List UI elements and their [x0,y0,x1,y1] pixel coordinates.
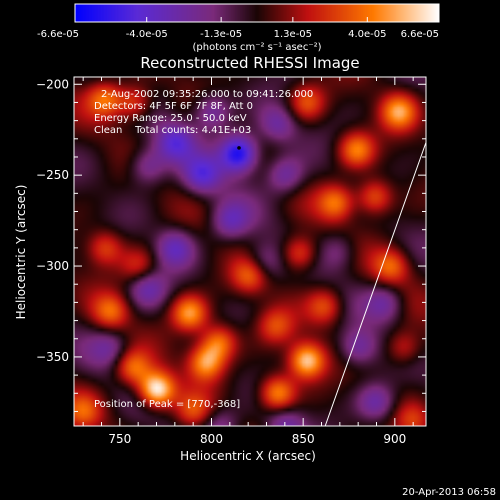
image-marker [237,146,241,150]
peak-position-label: Position of Peak = [770,-368] [94,399,240,410]
colorbar-units: (photons cm⁻² s⁻¹ asec⁻²) [192,42,321,53]
x-tick-label: 800 [200,432,223,446]
info-counts: Clean Total counts: 4.41E+03 [94,125,251,136]
x-axis-label: Heliocentric X (arcsec) [180,449,316,463]
x-tick-label: 750 [108,432,131,446]
colorbar-tick-label: -6.6e-05 [37,29,79,40]
info-block: 2-Aug-2002 09:35:26.000 to 09:41:26.000 … [94,89,313,136]
info-time: 2-Aug-2002 09:35:26.000 to 09:41:26.000 [101,89,313,100]
chart-title: Reconstructed RHESSI Image [140,54,359,72]
timestamp: 20-Apr-2013 06:58 [402,487,496,498]
colorbar-frame [74,3,440,23]
x-tick-label: 900 [383,432,406,446]
y-axis-label: Heliocentric Y (arcsec) [14,185,28,320]
y-tick-label: −300 [36,259,69,273]
info-detectors: Detectors: 4F 5F 6F 7F 8F, Att 0 [94,101,253,112]
plot-frame [73,76,427,427]
colorbar-tick-label: 6.6e-05 [401,29,439,40]
x-tick-label: 850 [292,432,315,446]
colorbar [75,4,439,22]
colorbar-tick-label: -4.0e-05 [126,29,168,40]
limb-line [324,142,426,426]
axis-ticks: 750 800 850 900 −200 −250 −300 −350 [36,77,426,446]
y-tick-label: −250 [36,168,69,182]
heatmap-image [74,77,426,426]
colorbar-ticks: -6.6e-05 -4.0e-05 -1.3e-05 1.3e-05 4.0e-05 6.… [37,17,440,40]
info-energy: Energy Range: 25.0 - 50.0 keV [94,113,247,124]
y-tick-label: −350 [36,350,69,364]
colorbar-tick-label: -1.3e-05 [200,29,242,40]
colorbar-tick-label: 1.3e-05 [274,29,312,40]
y-tick-label: −200 [36,77,69,91]
colorbar-tick-label: 4.0e-05 [348,29,386,40]
